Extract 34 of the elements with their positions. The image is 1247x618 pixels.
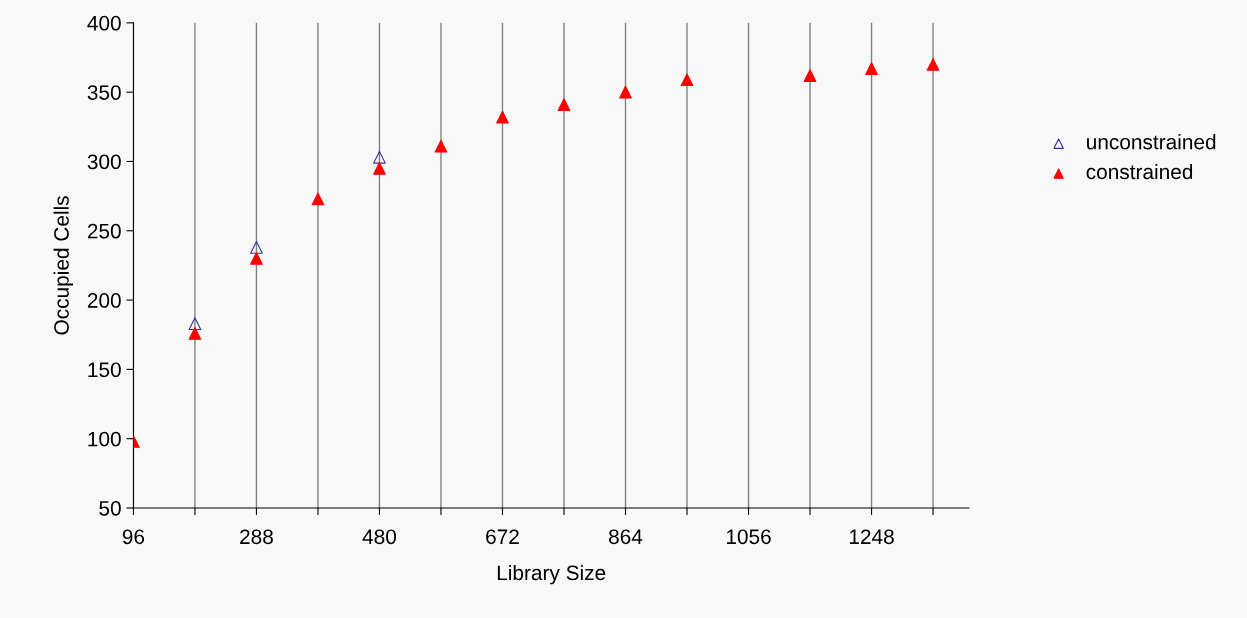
point (373, 162, 386, 175)
x-tick-label: 96 (122, 529, 145, 545)
point (188, 317, 202, 331)
x-tick-label: 1248 (849, 529, 894, 545)
x-tick-label: 672 (486, 529, 519, 545)
point (865, 62, 878, 75)
point (373, 150, 386, 164)
point (188, 326, 202, 340)
y-tick-label: 250 (87, 223, 121, 239)
point (250, 252, 263, 265)
x-tick-label: 288 (240, 529, 273, 545)
y-tick-label: 150 (88, 362, 121, 378)
point (311, 192, 325, 206)
y-tick-label: 400 (87, 15, 121, 31)
legend-label: unconstrained (1087, 134, 1216, 150)
point (803, 69, 817, 82)
point (619, 85, 632, 99)
y-tick-label: 300 (87, 154, 121, 170)
x-tick-label: 1056 (726, 529, 771, 545)
x-tick-label: 864 (609, 529, 643, 545)
point (557, 98, 571, 112)
point (680, 73, 694, 87)
y-tick-label: 350 (87, 85, 121, 100)
point (926, 58, 940, 71)
point (496, 110, 509, 124)
legend-label: constrained (1086, 163, 1193, 180)
y-tick-label: 100 (88, 431, 121, 447)
y-axis-title: Occupied Cells (53, 196, 73, 335)
point (250, 241, 263, 254)
point (434, 139, 448, 153)
x-tick-label: 480 (362, 529, 397, 545)
x-axis-title: Library Size (497, 564, 606, 585)
y-tick-label: 200 (87, 293, 121, 308)
y-tick-label: 50 (99, 501, 121, 516)
